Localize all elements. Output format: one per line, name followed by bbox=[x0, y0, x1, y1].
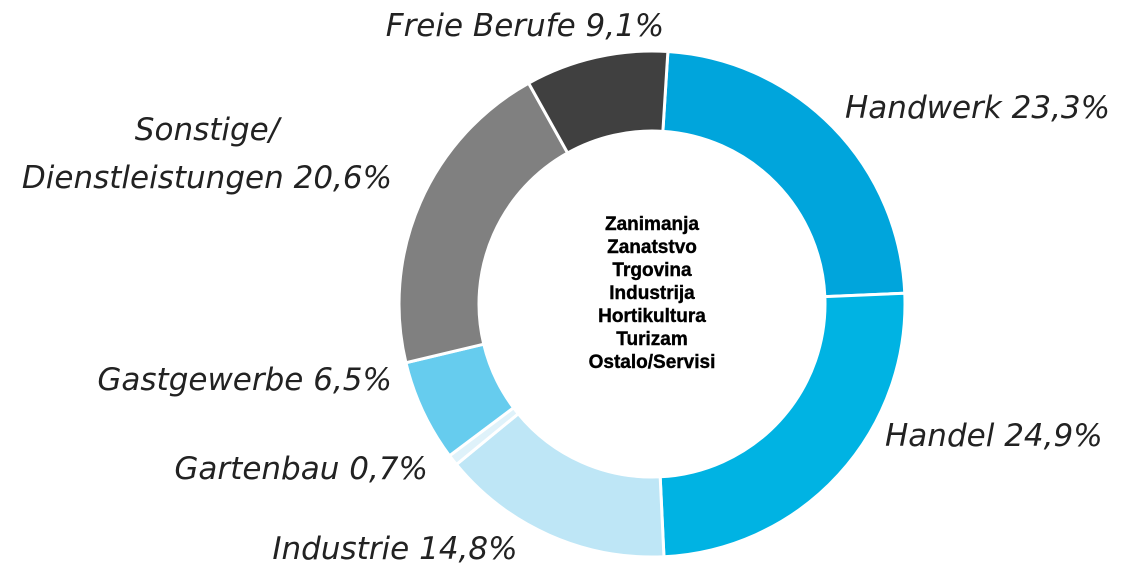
center-text: Trgovina bbox=[612, 260, 692, 281]
segment-label: Gartenbau 0,7% bbox=[60, 445, 428, 493]
category-label: Gartenbau bbox=[174, 451, 340, 487]
category-label: Industrie bbox=[272, 531, 410, 567]
center-text: Turizam bbox=[616, 329, 687, 350]
category-label: Gastgewerbe bbox=[97, 362, 304, 398]
value-label: 24,9% bbox=[1004, 418, 1103, 454]
segment-label: Sonstige/ Dienstleistungen 20,6% bbox=[0, 106, 414, 202]
center-text: Industrija bbox=[609, 283, 695, 304]
category-label: Handel bbox=[885, 418, 995, 454]
center-text: Ostalo/Servisi bbox=[589, 352, 716, 373]
segment-label: Handwerk 23,3% bbox=[845, 84, 1126, 132]
donut-segment bbox=[526, 49, 670, 156]
segment-label: Freie Berufe 9,1% bbox=[330, 2, 720, 50]
segment-label: Industrie 14,8% bbox=[200, 525, 590, 570]
category-label: Sonstige/ Dienstleistungen bbox=[21, 112, 284, 196]
segment-label: Gastgewerbe 6,5% bbox=[0, 356, 392, 404]
value-label: 14,8% bbox=[419, 531, 518, 567]
category-label: Handwerk bbox=[845, 90, 1002, 126]
center-text: Zanimanja bbox=[605, 214, 699, 235]
category-label: Freie Berufe bbox=[385, 8, 576, 44]
value-label: 6,5% bbox=[313, 362, 392, 398]
center-text: Zanatstvo bbox=[607, 237, 697, 258]
value-label: 9,1% bbox=[585, 8, 665, 44]
segment-label: Handel 24,9% bbox=[885, 412, 1125, 460]
value-label: 23,3% bbox=[1011, 90, 1111, 126]
center-text: Hortikultura bbox=[598, 306, 706, 327]
donut-segment bbox=[658, 291, 907, 559]
value-label: 20,6% bbox=[293, 160, 393, 196]
donut-segment bbox=[397, 81, 570, 365]
value-label: 0,7% bbox=[349, 451, 428, 487]
